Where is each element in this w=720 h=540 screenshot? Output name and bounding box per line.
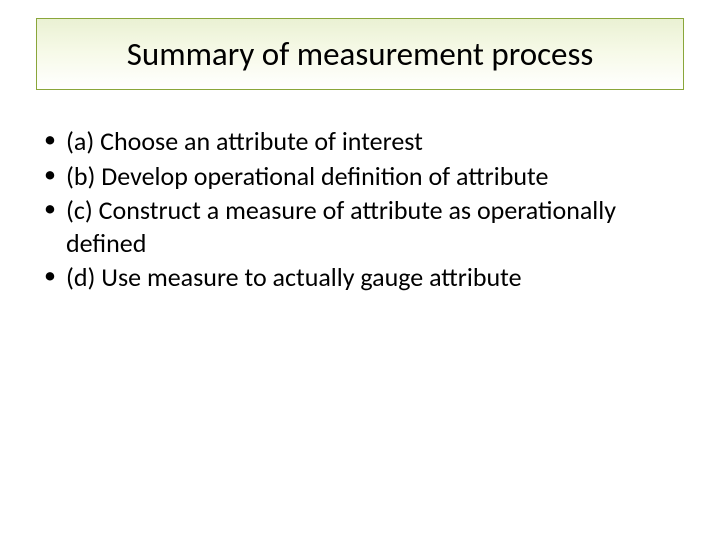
- list-item: (a) Choose an attribute of interest: [36, 125, 684, 158]
- body-area: (a) Choose an attribute of interest (b) …: [36, 125, 684, 296]
- list-item: (c) Construct a measure of attribute as …: [36, 194, 684, 259]
- slide: Summary of measurement process (a) Choos…: [0, 0, 720, 540]
- slide-title: Summary of measurement process: [127, 34, 594, 74]
- bullet-list: (a) Choose an attribute of interest (b) …: [36, 125, 684, 294]
- title-box: Summary of measurement process: [36, 18, 684, 90]
- list-item: (b) Develop operational definition of at…: [36, 160, 684, 193]
- list-item: (d) Use measure to actually gauge attrib…: [36, 261, 684, 294]
